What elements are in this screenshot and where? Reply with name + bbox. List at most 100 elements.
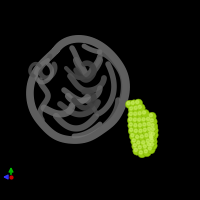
- Circle shape: [144, 150, 147, 153]
- Circle shape: [131, 134, 134, 137]
- Circle shape: [137, 144, 145, 153]
- Circle shape: [140, 139, 149, 148]
- Circle shape: [139, 133, 147, 142]
- Circle shape: [150, 139, 153, 142]
- Circle shape: [145, 134, 148, 137]
- Circle shape: [142, 141, 145, 144]
- Circle shape: [148, 135, 157, 143]
- Circle shape: [129, 123, 132, 126]
- Circle shape: [146, 141, 154, 150]
- Circle shape: [136, 100, 139, 104]
- Circle shape: [131, 137, 139, 146]
- Circle shape: [141, 116, 149, 125]
- Circle shape: [132, 122, 141, 131]
- Circle shape: [138, 146, 141, 149]
- Circle shape: [149, 141, 157, 150]
- Circle shape: [149, 132, 152, 135]
- Circle shape: [138, 112, 141, 115]
- Circle shape: [150, 143, 153, 146]
- Circle shape: [139, 129, 142, 132]
- Circle shape: [142, 111, 146, 114]
- Circle shape: [147, 122, 150, 125]
- Circle shape: [142, 143, 150, 152]
- Circle shape: [135, 139, 144, 148]
- Circle shape: [137, 104, 145, 112]
- Circle shape: [138, 105, 141, 108]
- Circle shape: [130, 100, 138, 108]
- Circle shape: [143, 128, 146, 131]
- Circle shape: [142, 118, 145, 121]
- Circle shape: [130, 107, 133, 110]
- Circle shape: [128, 105, 137, 114]
- Circle shape: [133, 105, 141, 113]
- Circle shape: [150, 119, 153, 122]
- Circle shape: [129, 112, 132, 115]
- Circle shape: [150, 126, 158, 135]
- Circle shape: [150, 131, 158, 139]
- Circle shape: [149, 122, 158, 131]
- Circle shape: [149, 137, 157, 146]
- Circle shape: [134, 106, 137, 109]
- Circle shape: [149, 114, 152, 117]
- Circle shape: [132, 142, 140, 151]
- Circle shape: [137, 110, 145, 119]
- Circle shape: [151, 128, 154, 131]
- Circle shape: [134, 148, 137, 151]
- Circle shape: [148, 147, 151, 150]
- Circle shape: [132, 117, 140, 125]
- Circle shape: [145, 138, 153, 146]
- Circle shape: [147, 143, 150, 146]
- Circle shape: [141, 109, 149, 118]
- Circle shape: [147, 130, 156, 139]
- Circle shape: [128, 111, 136, 119]
- Circle shape: [143, 145, 146, 148]
- Circle shape: [146, 121, 154, 129]
- Circle shape: [143, 148, 151, 157]
- Circle shape: [138, 124, 142, 127]
- Circle shape: [151, 124, 154, 127]
- Circle shape: [142, 127, 150, 135]
- Circle shape: [128, 127, 137, 135]
- Circle shape: [127, 116, 136, 125]
- Circle shape: [127, 102, 130, 105]
- Circle shape: [134, 112, 137, 115]
- Circle shape: [139, 151, 142, 154]
- Circle shape: [134, 134, 143, 142]
- Circle shape: [143, 132, 152, 141]
- Circle shape: [146, 139, 149, 142]
- Circle shape: [147, 145, 155, 154]
- Circle shape: [136, 135, 139, 138]
- Circle shape: [134, 99, 143, 107]
- Circle shape: [146, 126, 155, 134]
- Circle shape: [149, 135, 152, 138]
- Circle shape: [130, 128, 133, 131]
- Circle shape: [148, 112, 156, 121]
- Circle shape: [140, 135, 143, 138]
- Circle shape: [128, 121, 136, 130]
- Circle shape: [148, 127, 151, 130]
- Circle shape: [133, 128, 141, 136]
- Circle shape: [133, 144, 136, 147]
- Circle shape: [133, 147, 141, 155]
- Circle shape: [129, 132, 138, 141]
- Circle shape: [129, 118, 132, 121]
- Circle shape: [151, 132, 154, 135]
- Circle shape: [133, 118, 136, 121]
- Circle shape: [134, 124, 137, 127]
- Circle shape: [150, 136, 153, 139]
- Circle shape: [137, 128, 146, 136]
- Circle shape: [145, 116, 153, 124]
- Circle shape: [149, 117, 157, 126]
- Circle shape: [138, 118, 141, 121]
- Circle shape: [138, 149, 146, 158]
- Circle shape: [134, 129, 137, 132]
- Circle shape: [143, 123, 146, 126]
- Circle shape: [137, 141, 140, 144]
- Circle shape: [132, 139, 135, 142]
- Circle shape: [136, 117, 145, 125]
- Circle shape: [137, 122, 145, 131]
- Circle shape: [125, 100, 134, 109]
- Circle shape: [148, 133, 156, 142]
- Circle shape: [131, 101, 134, 104]
- Circle shape: [141, 121, 150, 130]
